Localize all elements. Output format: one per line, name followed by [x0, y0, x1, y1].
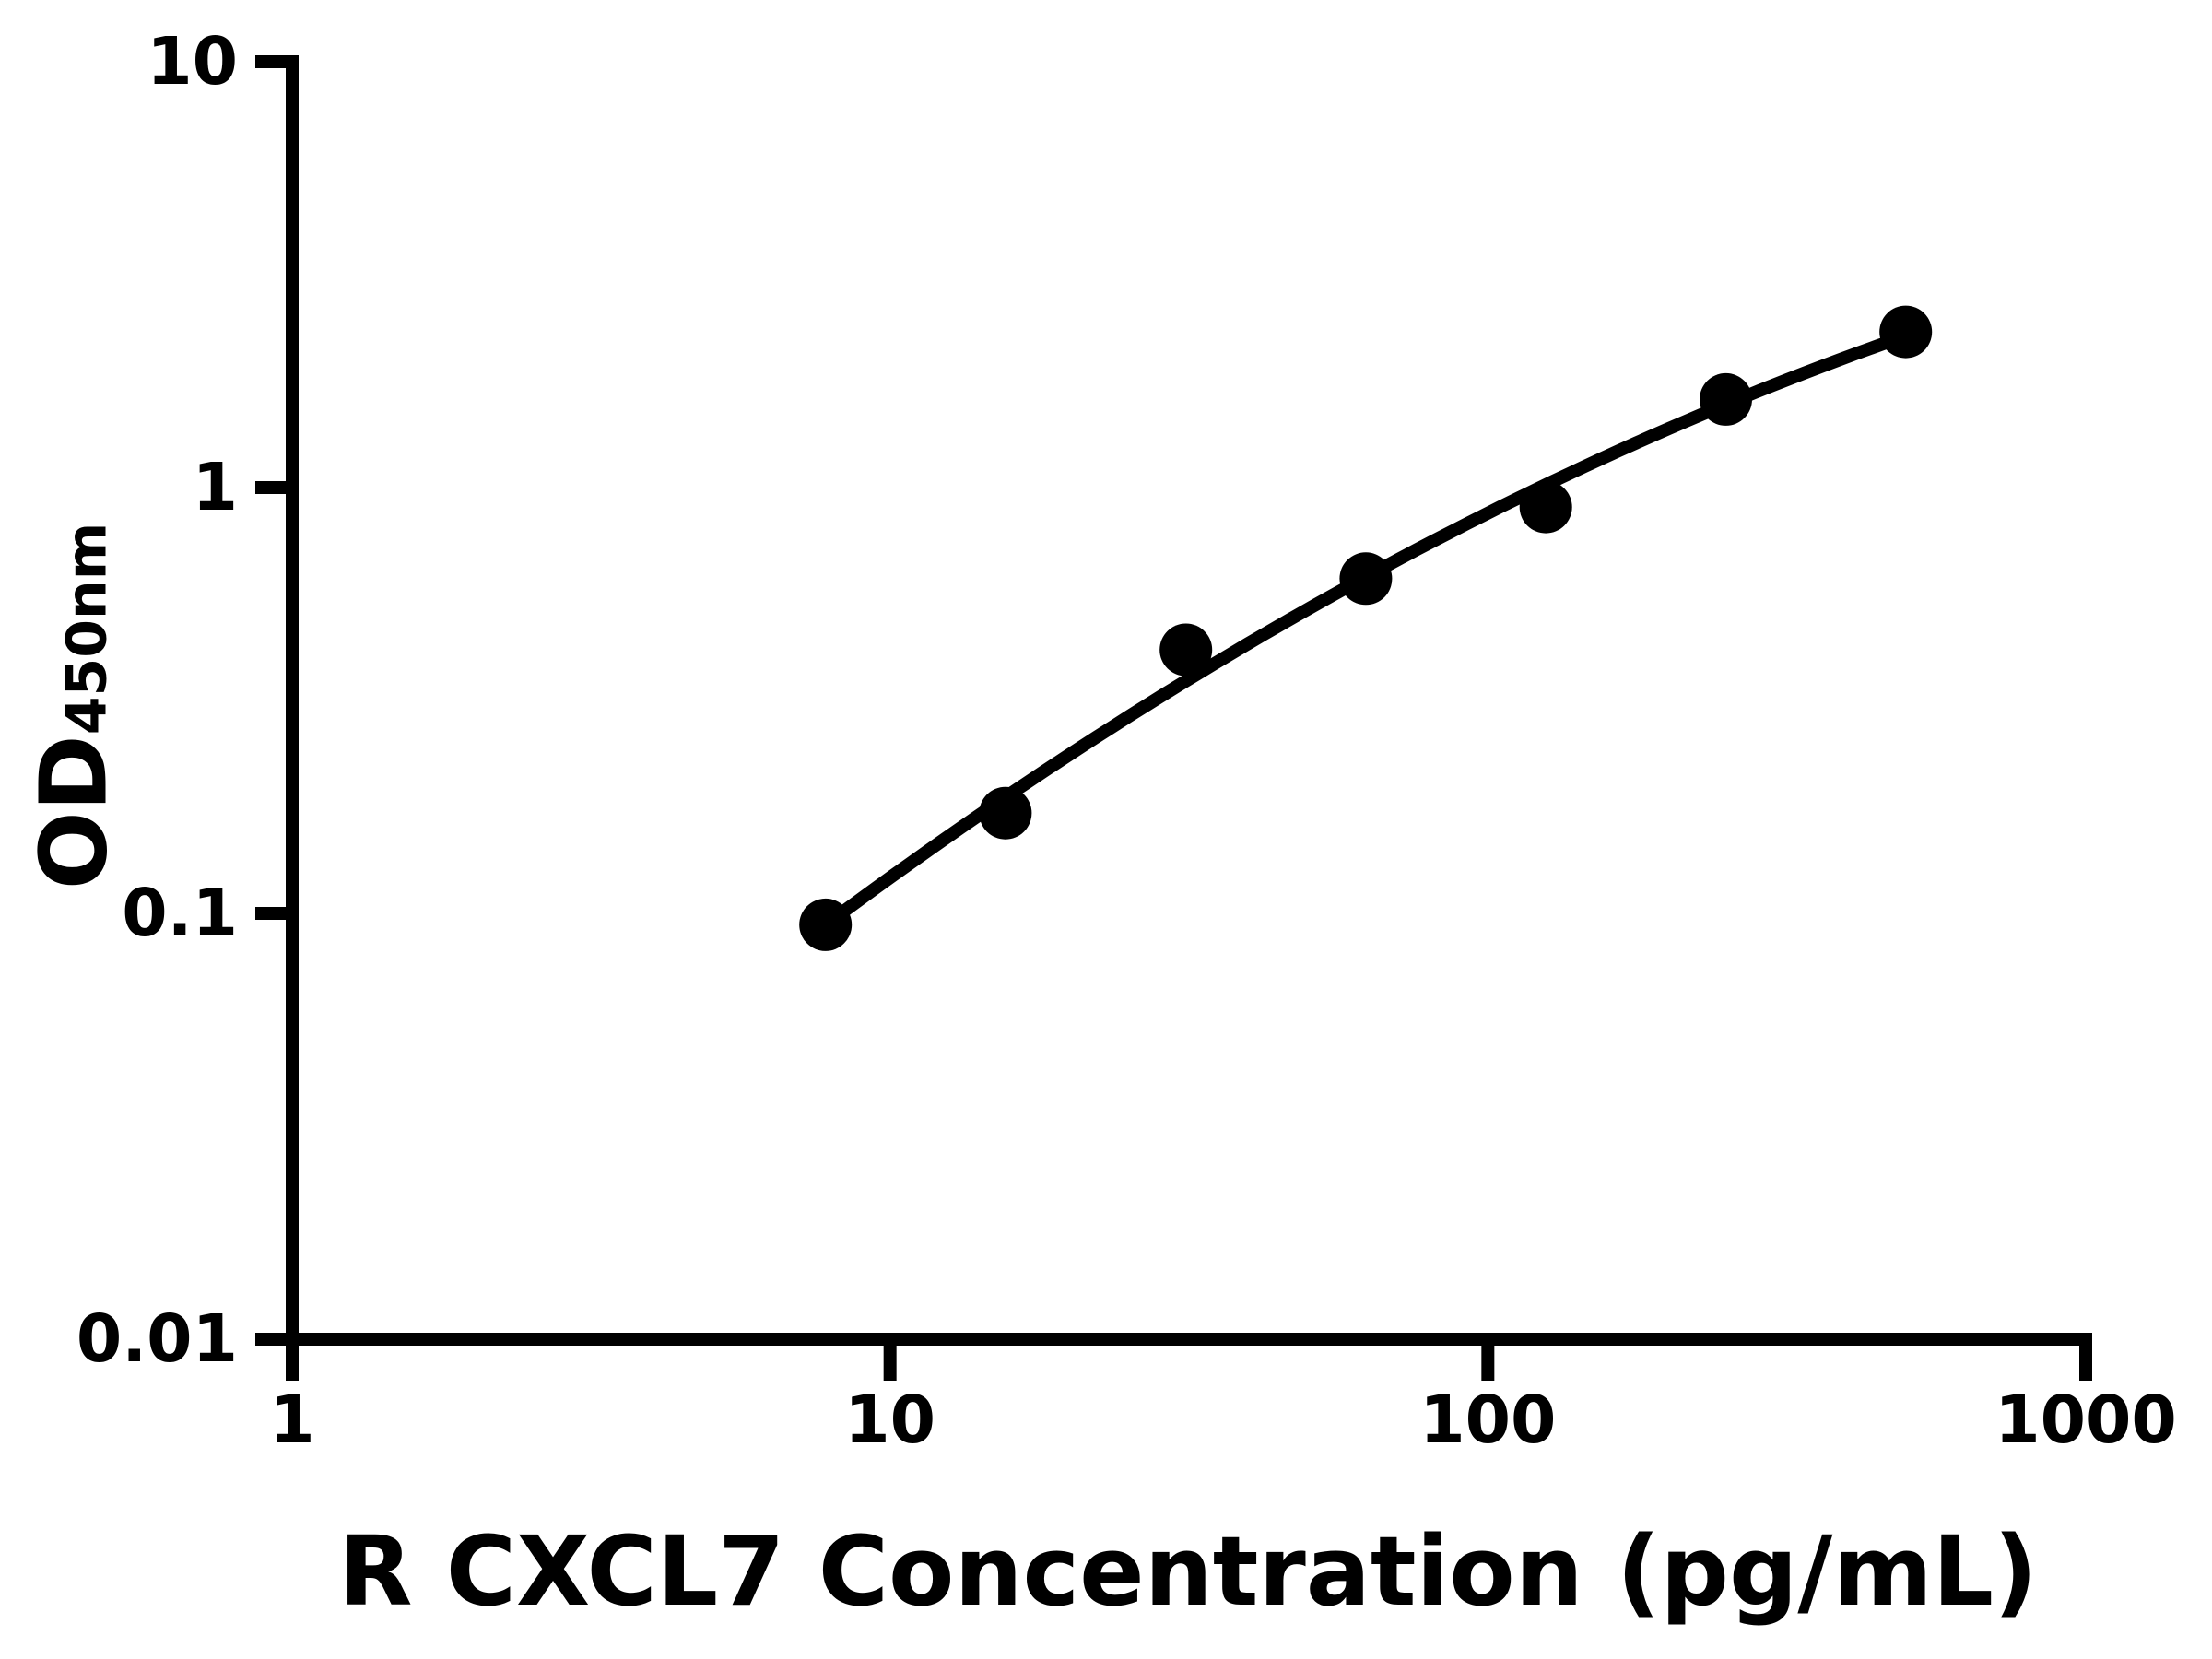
- y-axis-title-main: OD: [19, 735, 128, 890]
- x-tick-label-1: 1: [269, 1382, 315, 1458]
- y-tick-label-10: 10: [147, 23, 238, 100]
- y-axis-title: OD450nm: [20, 523, 128, 890]
- x-tick-label-10: 10: [844, 1382, 936, 1458]
- y-axis-title-subscript: 450nm: [54, 522, 120, 735]
- x-tick-label-1000: 1000: [1994, 1382, 2177, 1458]
- y-tick-label-0.1: 0.1: [122, 875, 238, 951]
- y-tick-label-1: 1: [192, 449, 238, 525]
- data-point-6: [1879, 305, 1933, 359]
- x-tick-label-100: 100: [1419, 1382, 1557, 1458]
- data-point-5: [1700, 372, 1752, 426]
- data-point-2: [1159, 623, 1213, 677]
- x-axis-title: R CXCL7 Concentration (pg/mL): [338, 1515, 2038, 1628]
- data-point-1: [979, 786, 1032, 840]
- y-tick-label-0.01: 0.01: [76, 1300, 238, 1377]
- data-point-4: [1519, 480, 1572, 534]
- fit-curve: [818, 329, 1912, 932]
- data-point-0: [799, 898, 853, 951]
- data-point-3: [1339, 552, 1393, 606]
